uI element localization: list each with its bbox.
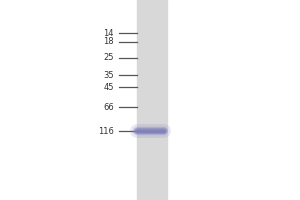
Text: 45: 45	[103, 83, 114, 92]
Text: 35: 35	[103, 71, 114, 79]
Text: 25: 25	[103, 53, 114, 62]
Text: 66: 66	[103, 102, 114, 112]
Text: 116: 116	[98, 127, 114, 136]
Bar	[136, 0, 166, 200]
Text: 14: 14	[103, 28, 114, 38]
Text: 18: 18	[103, 38, 114, 46]
